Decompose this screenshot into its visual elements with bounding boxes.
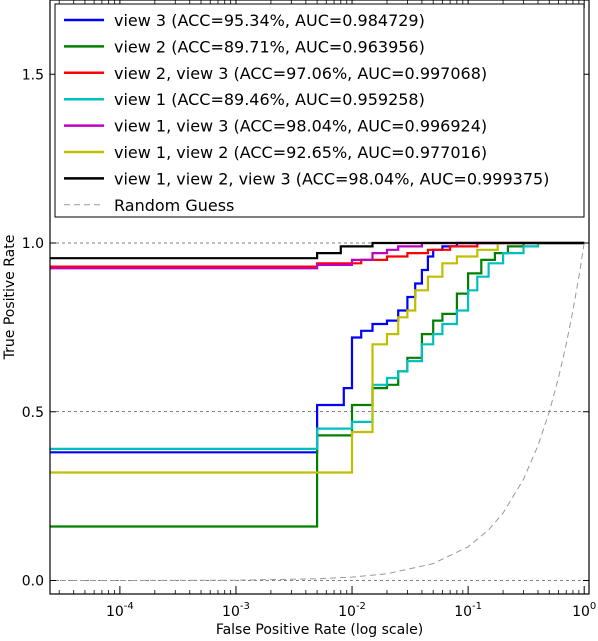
legend-label: view 2 (ACC=89.71%, AUC=0.963956) bbox=[114, 37, 425, 56]
legend-label: view 1 (ACC=89.46%, AUC=0.959258) bbox=[114, 90, 425, 109]
legend: view 3 (ACC=95.34%, AUC=0.984729) view 2 … bbox=[54, 3, 585, 218]
axis-ticks: 0.0 0.5 1.0 1.5 10-4 10-3 10-2 10-1 100 bbox=[22, 0, 596, 620]
legend-box bbox=[54, 3, 585, 218]
y-tick-label: 1.0 bbox=[22, 236, 44, 252]
x-tick-label: 100 bbox=[572, 601, 596, 620]
y-tick-label: 1.5 bbox=[22, 67, 44, 83]
series-line-2 bbox=[50, 241, 585, 528]
series-line-3 bbox=[50, 241, 585, 268]
series-line-6 bbox=[50, 241, 585, 474]
x-tick-label: 10-1 bbox=[454, 601, 482, 620]
legend-label: Random Guess bbox=[114, 196, 234, 215]
series-line-7 bbox=[50, 241, 585, 260]
series-group bbox=[50, 241, 585, 581]
x-tick-label: 10-2 bbox=[338, 601, 366, 620]
series-line-5 bbox=[50, 241, 585, 270]
legend-label: view 2, view 3 (ACC=97.06%, AUC=0.997068… bbox=[114, 64, 487, 83]
x-tick-label: 10-3 bbox=[222, 601, 250, 620]
y-tick-label: 0.0 bbox=[22, 574, 44, 590]
plot-frame bbox=[49, 0, 590, 595]
legend-label: view 3 (ACC=95.34%, AUC=0.984729) bbox=[114, 11, 425, 30]
y-axis-label: True Positive Rate bbox=[2, 235, 18, 361]
legend-label: view 1, view 2, view 3 (ACC=98.04%, AUC=… bbox=[114, 169, 549, 188]
y-tick-label: 0.5 bbox=[22, 405, 44, 421]
legend-label: view 1, view 3 (ACC=98.04%, AUC=0.996924… bbox=[114, 117, 487, 136]
x-axis-label: False Positive Rate (log scale) bbox=[216, 622, 423, 638]
legend-label: view 1, view 2 (ACC=92.65%, AUC=0.977016… bbox=[114, 143, 487, 162]
series-line-1 bbox=[50, 241, 585, 454]
x-tick-label: 10-4 bbox=[106, 601, 134, 620]
series-line-8 bbox=[50, 242, 585, 581]
